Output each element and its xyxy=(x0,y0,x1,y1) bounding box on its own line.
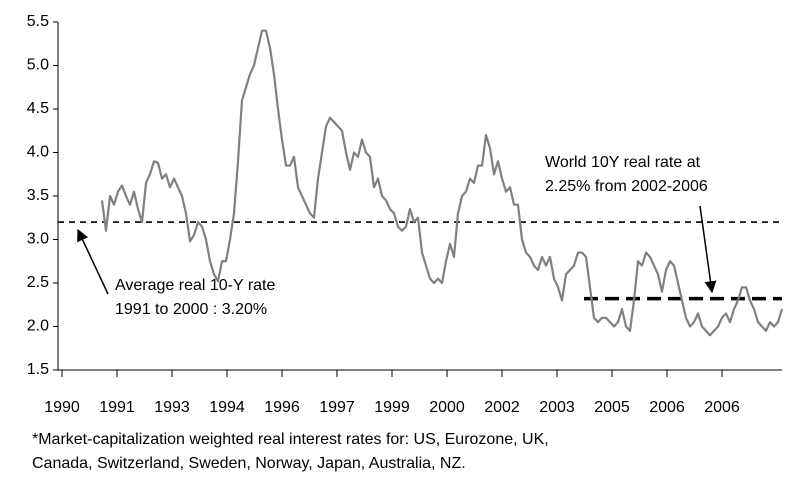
x-tick-label: 2005 xyxy=(594,399,630,416)
x-tick-label: 2000 xyxy=(429,399,465,416)
x-tick-label: 2006 xyxy=(704,399,740,416)
x-tick-label: 1993 xyxy=(154,399,190,416)
x-tick-label: 1996 xyxy=(264,399,300,416)
x-tick-label: 1990 xyxy=(44,399,80,416)
footnote: Canada, Switzerland, Sweden, Norway, Jap… xyxy=(32,455,466,472)
y-tick-label: 5.5 xyxy=(27,13,49,30)
annotation: 2.25% from 2002-2006 xyxy=(545,178,708,195)
x-tick-label: 1999 xyxy=(374,399,410,416)
y-tick-label: 5.0 xyxy=(27,57,49,74)
annotation: World 10Y real rate at xyxy=(545,154,701,171)
x-tick-label: 1991 xyxy=(99,399,135,416)
y-tick-label: 3.5 xyxy=(27,187,49,204)
x-tick-label: 1997 xyxy=(319,399,355,416)
annotation: Average real 10-Y rate xyxy=(115,277,276,294)
y-tick-label: 4.0 xyxy=(27,144,49,161)
y-tick-label: 4.5 xyxy=(27,100,49,117)
x-tick-label: 2002 xyxy=(484,399,520,416)
data-line xyxy=(100,29,784,337)
arrow xyxy=(699,205,717,294)
x-tick-label: 1994 xyxy=(209,399,245,416)
footnote: *Market-capitalization weighted real int… xyxy=(32,431,549,448)
y-tick-label: 3.0 xyxy=(27,231,49,248)
x-tick-label: 2006 xyxy=(649,399,685,416)
y-tick-label: 1.5 xyxy=(27,361,49,378)
y-tick-label: 2.5 xyxy=(27,274,49,291)
x-tick-label: 2003 xyxy=(539,399,575,416)
arrow xyxy=(77,228,109,295)
annotation: 1991 to 2000 : 3.20% xyxy=(115,301,267,318)
y-tick-label: 2.0 xyxy=(27,318,49,335)
